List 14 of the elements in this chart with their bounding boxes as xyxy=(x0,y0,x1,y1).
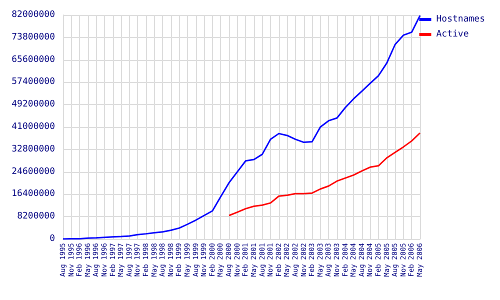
y-tick-label: 82000000 xyxy=(12,10,55,20)
y-tick-label: 49200000 xyxy=(12,100,55,110)
y-tick-label: 32800000 xyxy=(12,144,55,154)
line-series xyxy=(228,132,421,216)
legend-label: Hostnames xyxy=(436,14,486,24)
y-tick-label: 73800000 xyxy=(12,32,55,42)
y-tick-label: 41000000 xyxy=(12,122,55,132)
y-tick-label: 16400000 xyxy=(12,189,55,200)
y-tick-label: 65600000 xyxy=(12,54,55,65)
y-tick-label: 0 xyxy=(50,234,55,244)
y-tick-label: 24600000 xyxy=(12,166,55,177)
y-tick-label: 57400000 xyxy=(12,77,55,88)
legend-label: Active xyxy=(436,30,469,40)
y-tick-label: 8200000 xyxy=(17,212,55,222)
